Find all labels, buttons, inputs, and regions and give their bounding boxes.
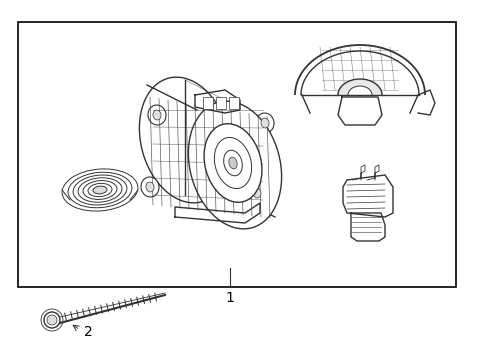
Polygon shape: [343, 175, 393, 217]
Wedge shape: [336, 121, 354, 146]
Ellipse shape: [146, 182, 154, 192]
Ellipse shape: [348, 86, 372, 104]
Ellipse shape: [139, 77, 231, 203]
Ellipse shape: [295, 45, 425, 145]
Ellipse shape: [223, 150, 243, 176]
Ellipse shape: [253, 188, 261, 198]
Ellipse shape: [256, 113, 274, 133]
Ellipse shape: [148, 105, 166, 125]
Circle shape: [47, 315, 57, 325]
Ellipse shape: [153, 110, 161, 120]
Circle shape: [44, 312, 60, 328]
Bar: [216, 97, 226, 109]
Wedge shape: [387, 100, 411, 118]
Ellipse shape: [214, 138, 252, 189]
Bar: [18, 22, 456, 287]
Ellipse shape: [68, 172, 132, 208]
Ellipse shape: [248, 183, 266, 203]
Wedge shape: [369, 120, 389, 144]
Bar: [290, 95, 430, 155]
Ellipse shape: [261, 118, 269, 128]
Ellipse shape: [78, 178, 122, 202]
Ellipse shape: [301, 51, 419, 139]
Bar: [203, 97, 213, 109]
Ellipse shape: [62, 169, 138, 211]
Ellipse shape: [93, 186, 107, 194]
Ellipse shape: [141, 177, 159, 197]
Ellipse shape: [338, 79, 382, 111]
Wedge shape: [319, 114, 343, 138]
Ellipse shape: [83, 181, 117, 199]
Wedge shape: [310, 103, 335, 122]
Bar: [229, 97, 239, 109]
Ellipse shape: [229, 157, 237, 169]
Text: 2: 2: [84, 325, 93, 339]
Ellipse shape: [204, 124, 262, 202]
Ellipse shape: [88, 183, 112, 197]
Text: 1: 1: [225, 291, 234, 305]
Ellipse shape: [73, 175, 127, 205]
Wedge shape: [380, 111, 404, 134]
Wedge shape: [355, 125, 370, 147]
Ellipse shape: [188, 101, 282, 229]
